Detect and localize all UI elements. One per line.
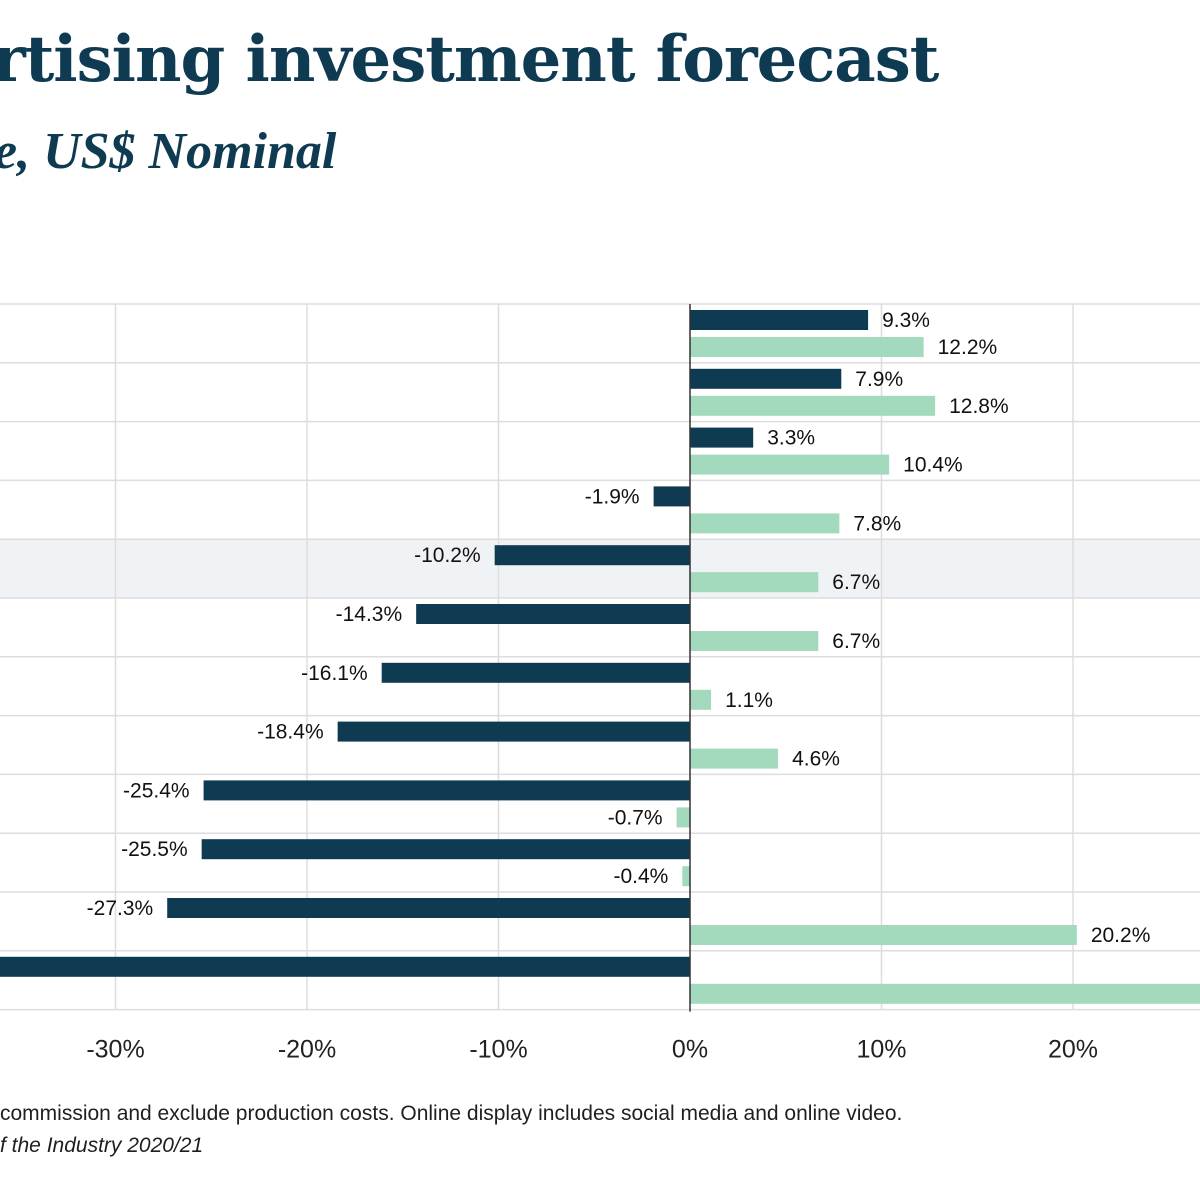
bar-series-1 bbox=[690, 310, 869, 330]
data-label: -16.1% bbox=[301, 662, 368, 685]
data-label: 10.4% bbox=[903, 454, 963, 477]
bar-series-1 bbox=[381, 662, 690, 683]
data-label: 4.6% bbox=[792, 748, 840, 771]
bar-series-2 bbox=[690, 631, 819, 651]
bar-series-2 bbox=[690, 513, 840, 534]
bar-series-1 bbox=[201, 839, 691, 860]
data-label: -10.2% bbox=[414, 544, 481, 567]
data-label: -1.9% bbox=[585, 485, 640, 508]
bar-series-1 bbox=[653, 486, 690, 507]
bar-chart: 9.3% 7.9% 3.3% -1.9% -10.2% -14.3% -16.1% -18.4… bbox=[0, 303, 1200, 1064]
data-label: 7.9% bbox=[855, 368, 903, 391]
x-tick-label: -20% bbox=[278, 1036, 336, 1064]
bar-series-1 bbox=[0, 956, 690, 977]
bar-series-1 bbox=[494, 545, 690, 566]
chart-note: commission and exclude production costs.… bbox=[0, 1102, 903, 1125]
data-label: -0.7% bbox=[608, 806, 663, 829]
bar-series-2 bbox=[690, 748, 779, 769]
bar-series-2 bbox=[690, 689, 712, 710]
data-label: -14.3% bbox=[336, 603, 403, 626]
bar-series-2 bbox=[690, 983, 1200, 1004]
bar-series-1 bbox=[337, 721, 690, 742]
bar-series-2 bbox=[690, 925, 1077, 945]
x-tick-label: 20% bbox=[1048, 1036, 1098, 1064]
bar-series-2 bbox=[676, 807, 690, 828]
x-tick-label: 0% bbox=[672, 1036, 708, 1064]
data-label: 20.2% bbox=[1091, 924, 1151, 947]
bar-series-1 bbox=[690, 368, 842, 389]
x-tick-label: 10% bbox=[856, 1036, 906, 1064]
bar-series-2 bbox=[682, 866, 690, 887]
data-label: -27.3% bbox=[87, 897, 154, 920]
data-label: 12.8% bbox=[949, 395, 1009, 418]
bar-series-1 bbox=[167, 898, 690, 918]
x-tick-label: -30% bbox=[86, 1036, 144, 1064]
bar-series-2 bbox=[690, 337, 924, 357]
x-tick-label: -10% bbox=[469, 1036, 527, 1064]
chart-subtitle: e, US$ Nominal bbox=[0, 123, 337, 180]
data-label: 12.2% bbox=[938, 336, 998, 359]
data-label: -25.4% bbox=[123, 779, 190, 802]
bar-series-2 bbox=[690, 454, 890, 475]
data-label: 3.3% bbox=[767, 427, 815, 450]
data-label: -25.5% bbox=[121, 838, 188, 861]
data-label: 9.3% bbox=[882, 309, 930, 332]
data-label: 6.7% bbox=[832, 571, 880, 594]
bar-series-1 bbox=[416, 604, 690, 624]
bar-series-2 bbox=[690, 572, 819, 593]
chart-title: rtising investment forecast bbox=[0, 22, 939, 97]
data-label: 7.8% bbox=[853, 512, 901, 535]
bar-series-1 bbox=[690, 427, 754, 448]
bar-series-2 bbox=[690, 395, 936, 416]
chart-source: f the Industry 2020/21 bbox=[0, 1134, 204, 1157]
data-label: -0.4% bbox=[613, 865, 668, 888]
bar-series-1 bbox=[203, 780, 690, 801]
data-label: 1.1% bbox=[725, 689, 773, 712]
data-label: -18.4% bbox=[257, 721, 324, 744]
data-label: 6.7% bbox=[832, 630, 880, 653]
